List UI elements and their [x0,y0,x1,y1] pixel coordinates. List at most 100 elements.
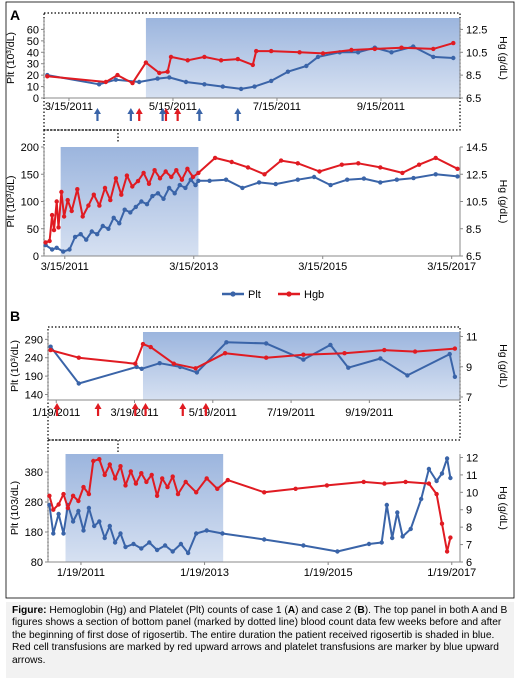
y-axis-title: Plt (10³/dL) [5,176,17,228]
data-point-plt [95,232,100,237]
data-point-hgb [320,51,326,56]
x-tick-label: 3/15/2015 [298,261,347,273]
data-point-plt [150,193,155,199]
data-point-plt [51,531,56,536]
data-point-plt [273,181,278,187]
data-point-hgb [262,490,267,495]
y-tick-label: 190 [25,371,43,383]
data-point-hgb [254,48,259,54]
data-point-plt [328,342,333,348]
y2-tick-label: 12.5 [466,24,487,36]
data-point-hgb [295,161,300,166]
x-tick-label: 3/15/2013 [169,261,218,273]
x-tick-label: 3/15/2011 [45,101,93,113]
data-point-plt [204,528,209,533]
red-transfusion-arrow [135,108,143,121]
data-point-hgb [65,197,70,203]
x-tick-label: 1/19/2017 [427,567,476,579]
data-point-hgb [175,491,181,497]
x-tick-label: 7/15/2011 [253,101,301,113]
data-point-hgb [190,174,196,180]
panel-label-b: B [10,308,20,324]
data-point-plt [405,373,410,378]
data-point-hgb [91,458,96,464]
y-axis-title: Plt (103/dL) [9,481,21,535]
data-point-plt [224,340,229,345]
data-point-plt [431,54,436,60]
y2-tick-label: 14.5 [466,142,487,154]
data-point-plt [451,55,456,61]
data-point-plt [366,541,372,547]
data-point-hgb [65,505,71,511]
data-point-hgb [97,203,102,208]
data-point-hgb [342,351,347,356]
data-point-plt [194,370,200,375]
platelet-transfusion-arrow-head [234,108,242,114]
data-point-plt [295,177,300,182]
data-point-plt [238,86,244,92]
data-point-hgb [444,549,450,554]
data-point-hgb [154,493,160,498]
data-point-hgb [144,479,149,485]
data-point-plt [335,549,340,554]
data-point-plt [194,531,199,536]
data-point-plt [345,177,350,182]
data-point-plt [252,84,257,89]
data-point-plt [177,182,182,188]
data-point-plt [183,185,188,191]
panel-label-a: A [10,7,20,23]
data-point-plt [133,204,138,210]
data-point-plt [193,182,198,188]
y-tick-label: 100 [21,197,39,209]
data-point-plt [107,523,113,529]
red-transfusion-arrow-head [202,403,210,409]
series-line-plt [49,341,456,385]
data-point-hgb [433,155,438,161]
legend: Plt Hgb [222,289,324,301]
data-point-plt [70,519,76,524]
data-point-plt [256,180,262,185]
data-point-plt [118,531,123,536]
red-transfusion-arrow [131,403,139,416]
data-point-plt [61,249,66,254]
legend-hgb-marker [286,291,292,297]
y2-axis-title: Hg (g/dL) [497,180,509,224]
figure-border [5,1,515,599]
data-point-hgb [47,238,52,244]
data-point-plt [61,531,66,536]
data-point-plt [379,540,384,545]
data-point-plt [301,357,306,362]
data-point-plt [269,78,274,84]
data-point-plt [240,185,245,191]
data-point-hgb [102,472,107,478]
y2-tick-label: 12 [466,452,478,464]
data-point-plt [361,176,367,181]
data-point-plt [139,199,144,204]
data-point-hgb [301,352,306,357]
data-point-hgb [157,70,162,76]
data-point-plt [311,174,317,180]
data-point-plt [444,456,450,461]
data-point-hgb [183,479,188,485]
legend-plt-label: Plt [248,289,261,301]
data-point-plt [183,79,189,85]
data-point-hgb [225,477,230,483]
data-point-plt [139,366,144,371]
rigosertib-shade [142,332,460,400]
data-point-hgb [426,481,432,486]
data-point-plt [56,511,61,517]
data-point-hgb [412,349,418,354]
x-tick-label: 1/19/2013 [180,567,229,579]
data-point-plt [100,223,106,229]
rigosertib-shade [60,147,199,256]
data-point-plt [123,544,128,550]
data-point-hgb [148,344,153,350]
data-point-hgb [133,361,138,366]
y-tick-label: 0 [33,251,39,263]
y2-axis-title: Hg (g/dL) [497,486,509,530]
y-tick-label: 50 [27,224,39,236]
legend-hgb-label: Hgb [304,289,324,301]
red-transfusion-arrow [94,403,102,416]
data-point-hgb [51,507,56,512]
red-transfusion-arrow-head [179,403,187,409]
